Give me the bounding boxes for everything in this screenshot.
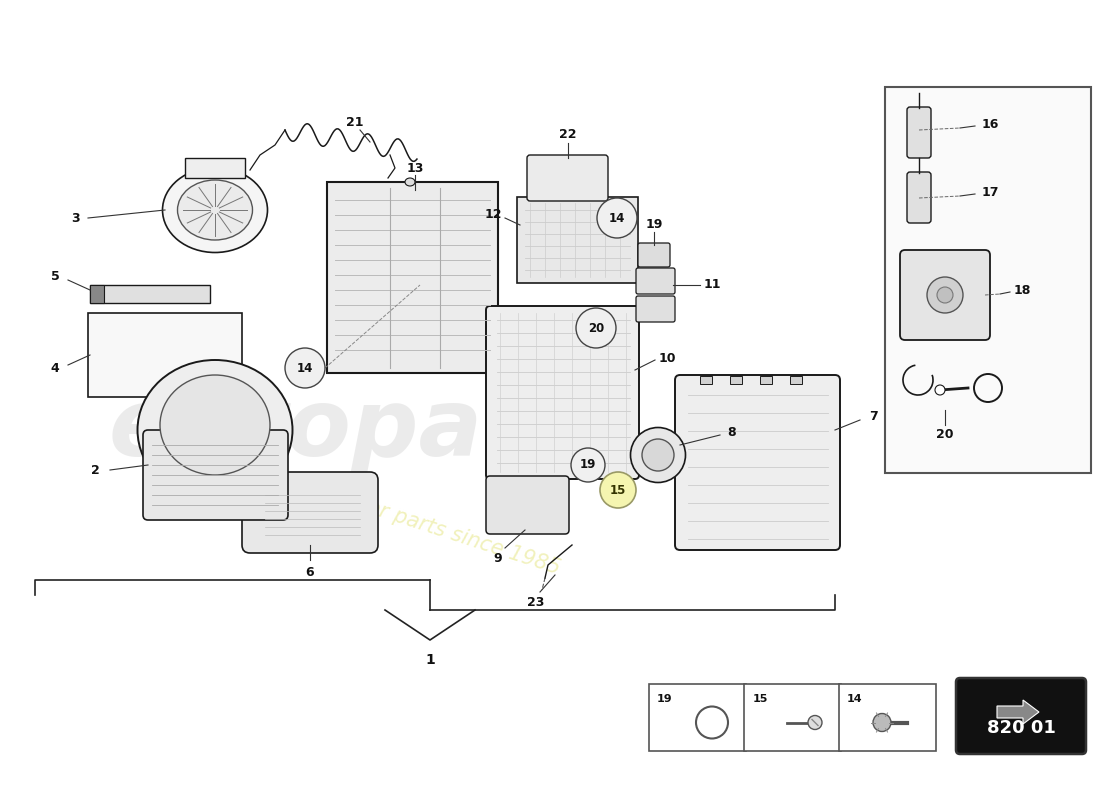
Bar: [790, 376, 802, 384]
Text: 19: 19: [646, 218, 662, 230]
Ellipse shape: [160, 375, 270, 475]
Text: europarts: europarts: [109, 384, 631, 476]
Text: 9: 9: [494, 551, 503, 565]
Circle shape: [935, 385, 945, 395]
Circle shape: [927, 277, 962, 313]
FancyBboxPatch shape: [900, 250, 990, 340]
FancyBboxPatch shape: [886, 87, 1091, 473]
FancyBboxPatch shape: [839, 684, 936, 751]
Circle shape: [600, 472, 636, 508]
FancyBboxPatch shape: [517, 197, 638, 283]
Polygon shape: [997, 700, 1040, 724]
Circle shape: [937, 287, 953, 303]
Text: 12: 12: [484, 209, 502, 222]
FancyBboxPatch shape: [143, 430, 288, 520]
Circle shape: [571, 448, 605, 482]
Text: 820 01: 820 01: [987, 719, 1055, 737]
Ellipse shape: [630, 427, 685, 482]
Bar: [700, 376, 712, 384]
Text: 1: 1: [425, 653, 435, 667]
FancyBboxPatch shape: [636, 268, 675, 294]
FancyBboxPatch shape: [649, 684, 746, 751]
Text: 20: 20: [936, 429, 954, 442]
Text: 11: 11: [703, 278, 720, 291]
FancyBboxPatch shape: [956, 678, 1086, 754]
Text: 19: 19: [580, 458, 596, 471]
Text: 22: 22: [559, 129, 576, 142]
Text: 7: 7: [869, 410, 878, 422]
Text: 18: 18: [1013, 283, 1031, 297]
Circle shape: [873, 714, 891, 731]
Text: 5: 5: [51, 270, 59, 283]
Text: 13: 13: [406, 162, 424, 174]
Text: 4: 4: [51, 362, 59, 374]
Text: 21: 21: [346, 117, 364, 130]
Ellipse shape: [177, 180, 253, 240]
FancyBboxPatch shape: [636, 296, 675, 322]
Bar: [185, 158, 245, 178]
Text: 10: 10: [658, 351, 675, 365]
FancyBboxPatch shape: [744, 684, 842, 751]
Text: 14: 14: [608, 211, 625, 225]
Text: 8: 8: [728, 426, 736, 438]
Text: 3: 3: [70, 211, 79, 225]
Circle shape: [576, 308, 616, 348]
Text: 23: 23: [527, 595, 544, 609]
Text: 15: 15: [609, 483, 626, 497]
FancyBboxPatch shape: [327, 182, 498, 373]
Ellipse shape: [405, 178, 415, 186]
Text: 14: 14: [847, 694, 862, 704]
FancyBboxPatch shape: [486, 306, 639, 479]
Circle shape: [285, 348, 324, 388]
FancyBboxPatch shape: [527, 155, 608, 201]
Text: 14: 14: [297, 362, 313, 374]
FancyBboxPatch shape: [908, 172, 931, 223]
Text: 6: 6: [306, 566, 315, 578]
FancyBboxPatch shape: [675, 375, 840, 550]
Bar: [90, 285, 104, 303]
Ellipse shape: [642, 439, 674, 471]
Text: 20: 20: [587, 322, 604, 334]
Text: 19: 19: [657, 694, 673, 704]
Text: a passion for parts since 1985: a passion for parts since 1985: [257, 462, 563, 578]
Bar: [90, 285, 210, 303]
FancyBboxPatch shape: [242, 472, 378, 553]
Text: 16: 16: [981, 118, 999, 130]
FancyBboxPatch shape: [638, 243, 670, 267]
Text: 2: 2: [90, 463, 99, 477]
FancyBboxPatch shape: [908, 107, 931, 158]
Ellipse shape: [163, 167, 267, 253]
FancyBboxPatch shape: [88, 313, 242, 397]
Circle shape: [808, 715, 822, 730]
Circle shape: [597, 198, 637, 238]
Bar: [730, 376, 743, 384]
FancyBboxPatch shape: [486, 476, 569, 534]
Ellipse shape: [138, 360, 293, 500]
Bar: [760, 376, 772, 384]
Text: 17: 17: [981, 186, 999, 198]
Text: 15: 15: [752, 694, 768, 704]
